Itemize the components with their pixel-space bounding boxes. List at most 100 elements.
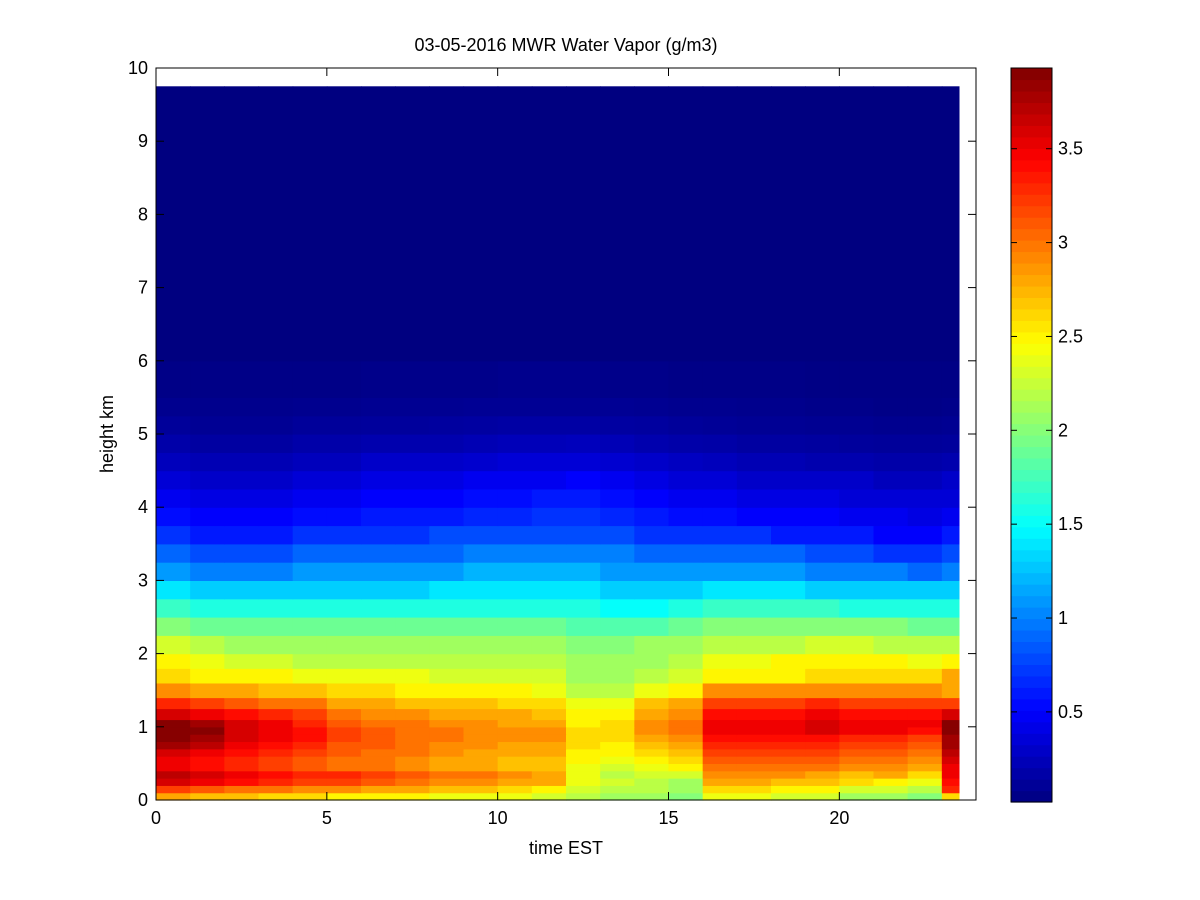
heatmap-cell [326,719,362,728]
heatmap-cell [190,360,225,398]
heatmap-cell [292,726,328,735]
heatmap-cell [361,452,396,472]
heatmap-cell [736,668,772,684]
heatmap-cell [361,635,396,655]
heatmap-cell [736,617,772,636]
heatmap-cell [839,741,875,750]
heatmap-cell [361,580,396,600]
heatmap-cell [668,598,704,618]
heatmap-cell [429,397,465,417]
heatmap-cell [497,726,533,735]
heatmap-cell [600,756,635,764]
heatmap-cell [839,397,875,417]
heatmap-cell [190,635,225,655]
heatmap-cell [873,778,909,786]
heatmap-cell [566,697,601,710]
heatmap-cell [224,785,260,794]
heatmap-cell [531,470,567,490]
heatmap-cell [258,488,294,508]
heatmap-cell [668,682,704,699]
colorbar-step [1011,90,1052,104]
heatmap-cell [361,562,396,581]
heatmap-cell [463,708,499,721]
heatmap-cell [941,719,960,728]
heatmap-cell [805,726,840,735]
heatmap-cell [429,756,465,764]
heatmap-cell [224,360,260,398]
heatmap-cell [361,756,396,764]
heatmap-cell [873,726,909,735]
heatmap-cell [429,543,465,563]
heatmap-cell [531,734,567,743]
heatmap-cell [839,507,875,527]
heatmap-cell [156,488,191,508]
heatmap-cell [873,525,909,545]
heatmap-cell [941,507,960,527]
heatmap-cell [839,415,875,435]
heatmap-cell [941,580,960,600]
heatmap-cell [668,635,704,655]
heatmap-cell [668,748,704,757]
heatmap-cell [907,452,943,472]
heatmap-cell [736,756,772,764]
heatmap-cell [805,792,840,801]
heatmap-cell [258,719,294,728]
heatmap-cell [190,668,225,684]
heatmap-cell [600,708,635,721]
colorbar-tick-label: 2.5 [1058,326,1083,346]
heatmap-cell [326,668,362,684]
heatmap-cell [566,580,601,600]
heatmap-cell [258,778,294,786]
heatmap-cell [531,543,567,563]
heatmap-cell [395,741,430,750]
heatmap-cell [497,434,533,453]
heatmap-cell [566,682,601,699]
heatmap-cell [463,719,499,728]
x-axis-ticks: 0 5 10 15 20 [151,68,849,828]
heatmap-cell [873,763,909,772]
heatmap-cell [941,756,960,764]
heatmap-cell [497,734,533,743]
heatmap-cell [566,748,601,757]
heatmap-cell [805,697,840,710]
heatmap-cell [771,507,806,527]
heatmap-cell [873,617,909,636]
heatmap-cell [190,562,225,581]
heatmap-cell [941,434,960,453]
heatmap-cell [873,741,909,750]
heatmap-cell [429,748,465,757]
heatmap-cell [907,697,943,710]
heatmap-cell [873,598,909,618]
heatmap-cell [600,86,635,362]
heatmap-cell [736,562,772,581]
heatmap-cell [258,653,294,669]
colorbar-step [1011,779,1052,792]
heatmap-cell [326,653,362,669]
heatmap-cell [907,708,943,721]
heatmap-cell [839,635,875,655]
heatmap-cell [634,543,670,563]
heatmap-cell [156,580,191,600]
heatmap-cell [395,635,430,655]
heatmap-cell [907,668,943,684]
heatmap-cell [771,86,806,362]
heatmap-cell [531,580,567,600]
heatmap-cell [326,617,362,636]
heatmap-cell [224,778,260,786]
heatmap-cell [668,763,704,772]
heatmap-cell [326,360,362,398]
heatmap-cell [600,470,635,490]
heatmap-cell [771,653,806,669]
heatmap-cell [190,452,225,472]
heatmap-cell [224,726,260,735]
heatmap-cell [600,741,635,750]
heatmap-cell [326,770,362,779]
heatmap-cell [668,668,704,684]
heatmap-cell [156,741,191,750]
heatmap-cell [429,562,465,581]
heatmap-cell [907,488,943,508]
heatmap-cell [805,452,840,472]
heatmap-cell [634,748,670,757]
heatmap-cell [463,770,499,779]
heatmap-cell [634,617,670,636]
